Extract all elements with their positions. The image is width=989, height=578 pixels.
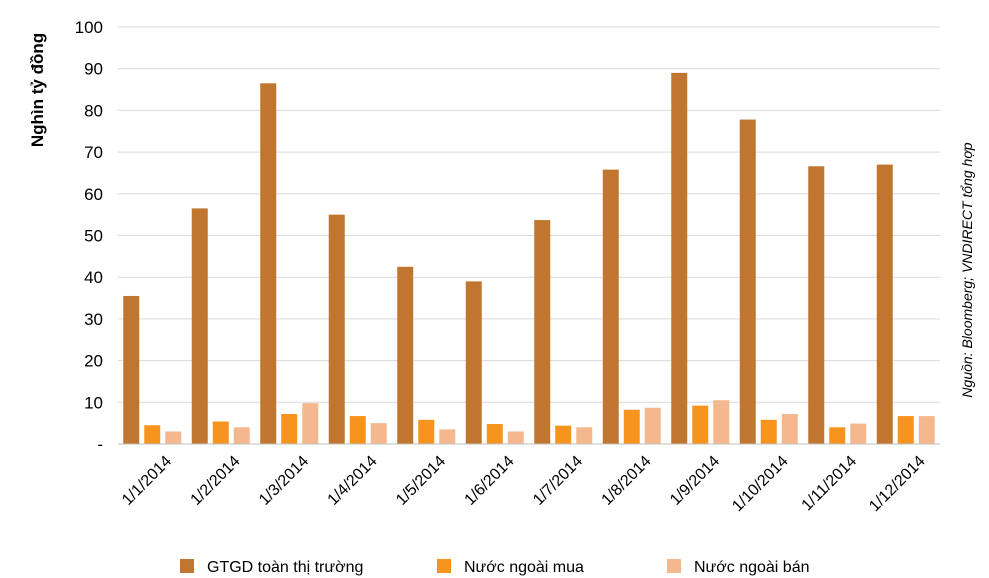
bar	[212, 421, 229, 444]
bar	[349, 416, 366, 444]
x-tick-label: 1/12/2014	[866, 453, 928, 515]
bar	[602, 169, 619, 444]
bar	[123, 295, 140, 444]
y-tick-label: 30	[84, 310, 103, 329]
series-1	[123, 72, 893, 445]
bar	[507, 431, 524, 444]
x-tick-label: 1/3/2014	[256, 453, 312, 509]
bar	[144, 425, 161, 444]
source-note: Nguồn: Bloomberg; VNDIRECT tổng hợp	[959, 142, 975, 397]
legend-item: Nước ngoài mua	[437, 559, 584, 576]
bar	[534, 220, 551, 444]
bar	[302, 403, 319, 444]
bar	[713, 400, 730, 444]
bar	[897, 416, 914, 444]
x-tick-label: 1/8/2014	[599, 453, 655, 509]
legend-label: Nước ngoài mua	[464, 559, 584, 576]
bar	[465, 281, 482, 444]
bar	[876, 164, 893, 445]
bar	[692, 405, 709, 444]
y-tick-label: 60	[84, 185, 103, 204]
legend-item: Nước ngoài bán	[667, 559, 810, 576]
y-tick-label: 100	[75, 18, 103, 37]
bar	[439, 429, 456, 444]
bar	[555, 425, 572, 444]
bar	[165, 431, 182, 444]
bar	[808, 166, 825, 444]
x-tick-label: 1/5/2014	[393, 453, 449, 509]
y-axis-tick-labels: - 10 20 30 40 50 60 70 80 90 100	[75, 18, 103, 454]
bar	[671, 72, 688, 445]
series-2	[144, 405, 914, 444]
bar	[281, 413, 298, 444]
x-tick-label: 1/2/2014	[188, 453, 244, 509]
legend-label: GTGD toàn thị trường	[207, 559, 363, 576]
y-tick-label: 40	[84, 268, 103, 287]
y-tick-label: 20	[84, 352, 103, 371]
y-tick-label: -	[97, 435, 103, 454]
gridlines	[118, 26, 940, 403]
bar	[418, 419, 435, 444]
legend-swatch	[667, 559, 681, 573]
bar	[623, 409, 640, 444]
legend-item: GTGD toàn thị trường	[180, 559, 363, 576]
bars	[123, 72, 935, 445]
bar	[829, 427, 846, 444]
bar	[191, 208, 208, 444]
bar	[486, 423, 503, 444]
bar	[328, 214, 345, 444]
x-tick-label: 1/9/2014	[667, 453, 723, 509]
x-tick-label: 1/11/2014	[799, 453, 861, 515]
x-tick-label: 1/1/2014	[119, 453, 175, 509]
y-tick-label: 70	[84, 143, 103, 162]
y-axis-label: Nghìn tỷ đồng	[28, 33, 47, 147]
bar	[576, 427, 593, 444]
x-tick-label: 1/10/2014	[729, 453, 791, 515]
bar	[260, 83, 277, 445]
bar	[850, 423, 867, 444]
legend-swatch	[437, 559, 451, 573]
bar	[760, 419, 777, 444]
bar	[781, 413, 798, 444]
bar	[644, 407, 661, 444]
bar	[739, 119, 756, 444]
x-axis-tick-labels: 1/1/2014 1/2/2014 1/3/2014 1/4/2014 1/5/2014…	[119, 453, 929, 515]
y-tick-label: 90	[84, 60, 103, 79]
series-3	[165, 400, 935, 444]
legend-label: Nước ngoài bán	[694, 559, 810, 576]
bar	[397, 266, 414, 444]
x-tick-label: 1/4/2014	[325, 453, 381, 509]
x-tick-label: 1/6/2014	[462, 453, 518, 509]
y-tick-label: 50	[84, 227, 103, 246]
bar	[370, 423, 387, 444]
legend-swatch	[180, 559, 194, 573]
y-tick-label: 10	[84, 393, 103, 412]
legend: GTGD toàn thị trường Nước ngoài mua Nước n…	[180, 559, 810, 576]
y-tick-label: 80	[84, 101, 103, 120]
bar	[918, 416, 935, 444]
x-tick-label: 1/7/2014	[530, 453, 586, 509]
bar	[233, 427, 250, 444]
